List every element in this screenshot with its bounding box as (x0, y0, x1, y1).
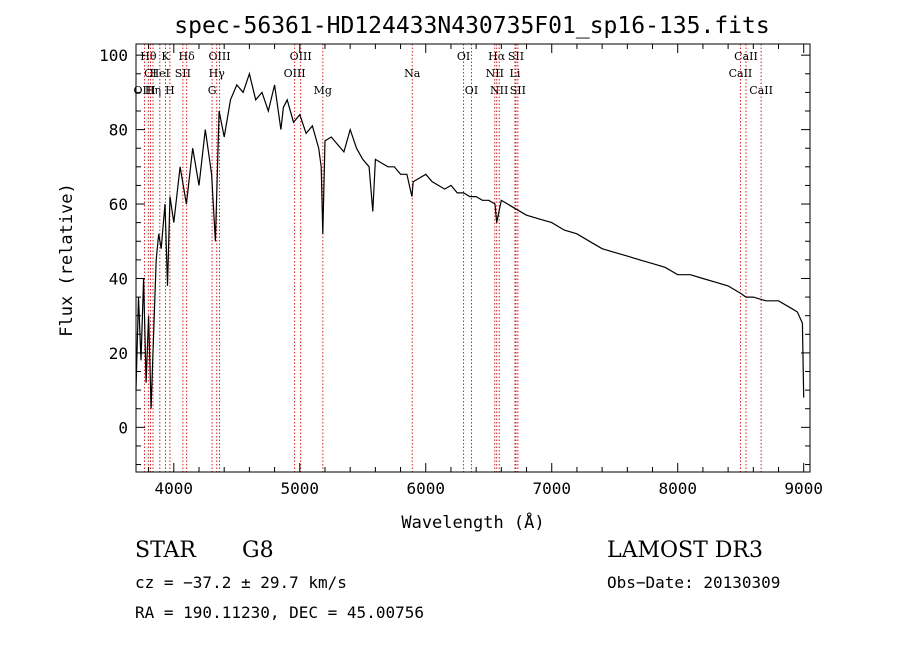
spectral-line-label: CaII (734, 50, 758, 63)
spectral-line-label: CaII (729, 67, 753, 80)
spectral-line-label: SII (508, 50, 524, 63)
spectral-line-label: Na (404, 67, 421, 80)
object-subclass: G8 (242, 538, 274, 563)
spectral-line-label: CaII (749, 84, 773, 97)
y-tick-label: 20 (109, 344, 128, 363)
x-tick-label: 6000 (406, 479, 445, 498)
x-tick-label: 4000 (155, 479, 194, 498)
x-tick-label: 5000 (281, 479, 320, 498)
spectral-line-label: K (161, 50, 170, 63)
spectral-line-label: SII (510, 84, 526, 97)
spectral-line-label: NII (486, 67, 504, 80)
spectral-line-label: OIII (290, 50, 312, 63)
spectral-line-label: OIII (134, 84, 156, 97)
spectral-line-label: Hγ (209, 67, 226, 80)
y-tick-label: 0 (118, 418, 128, 437)
y-axis-label: Flux (relative) (57, 183, 77, 337)
spectral-line-label: OIII (284, 67, 306, 80)
x-tick-label: 7000 (532, 479, 571, 498)
spectral-line-label: CI (144, 67, 157, 80)
spectral-line-label: Hθ (140, 50, 157, 63)
spectral-line-label: HeI (150, 67, 170, 80)
spectral-line-label: NII (490, 84, 508, 97)
axis-ticks: 4000 5000 6000 7000 8000 9000 0 20 40 60 80 100 (99, 44, 823, 498)
spectral-line-label: OI (457, 50, 470, 63)
spectral-line-label: Hα (488, 50, 506, 63)
y-tick-label: 40 (109, 269, 128, 288)
spectral-line-label: Hδ (179, 50, 196, 63)
x-axis-label: Wavelength (Å) (401, 511, 544, 533)
redshift-readout: cz = −37.2 ± 29.7 km/s (135, 573, 347, 592)
y-tick-label: 60 (109, 195, 128, 214)
spectral-line-label: Mg (314, 84, 332, 97)
spectral-line-label: OI (465, 84, 478, 97)
x-tick-label: 9000 (784, 479, 823, 498)
spectral-line-label: SII (175, 67, 191, 80)
y-tick-label: 100 (99, 46, 128, 65)
spectral-line-markers: HθCIOIIIKHeIHηHδSIIHOIIIHγGOIIIOIIIMgNaO… (134, 44, 773, 472)
y-tick-label: 80 (109, 121, 128, 140)
spectral-line-label: H (165, 84, 175, 97)
survey-name: LAMOST DR3 (607, 538, 763, 563)
spectral-line-label: G (208, 84, 217, 97)
plot-frame (135, 43, 811, 473)
x-tick-label: 8000 (658, 479, 697, 498)
spectral-line-label: Hη (145, 84, 161, 97)
flux-series-line (135, 71, 805, 409)
coordinates-readout: RA = 190.11230, DEC = 45.00756 (135, 603, 424, 622)
spectral-line-label: Li (510, 67, 521, 80)
spectral-line-label: OIII (208, 50, 230, 63)
chart-title: spec-56361-HD124433N430735F01_sp16-135.f… (174, 13, 769, 39)
object-class: STAR (135, 538, 196, 563)
observation-date: Obs−Date: 20130309 (607, 573, 781, 592)
